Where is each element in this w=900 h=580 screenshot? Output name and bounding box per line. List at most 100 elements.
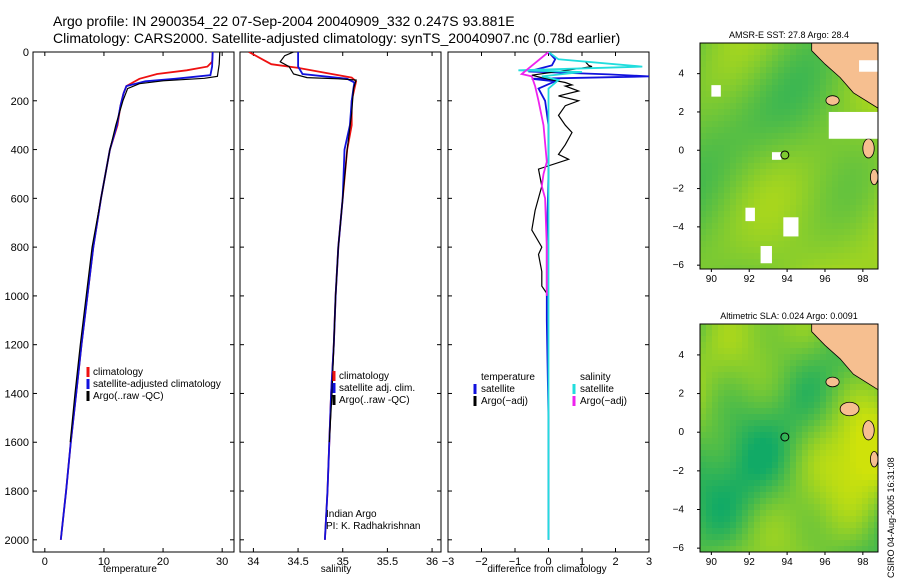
map-cell: [790, 109, 797, 116]
island: [862, 420, 875, 441]
map-cell: [820, 205, 827, 212]
map-cell: [832, 390, 839, 397]
map-cell: [730, 468, 737, 475]
map-cell: [700, 498, 707, 505]
map-cell: [706, 115, 713, 122]
map-cell: [796, 462, 803, 469]
map-cell: [748, 175, 755, 182]
map-cell: [790, 211, 797, 218]
map-cell: [790, 468, 797, 475]
map-cell: [712, 79, 719, 86]
map-cell: [832, 498, 839, 505]
map-cell: [706, 67, 713, 74]
map-cell: [796, 199, 803, 206]
map-cell: [754, 342, 761, 349]
map-cell: [712, 199, 719, 206]
map-cell: [790, 139, 797, 146]
map-cell: [826, 426, 833, 433]
map-cell: [862, 390, 869, 397]
map-cell: [814, 372, 821, 379]
map-cell: [820, 223, 827, 230]
map-cell: [748, 199, 755, 206]
map-cell: [772, 235, 779, 242]
series-line-argo-raw-qc-: [69, 52, 221, 443]
map-cell: [790, 342, 797, 349]
map-cell: [748, 133, 755, 140]
depth-tick-label: 1200: [5, 340, 29, 352]
map-cell: [796, 528, 803, 535]
map-cell: [814, 384, 821, 391]
map-cell: [784, 378, 791, 385]
map-cell: [748, 420, 755, 427]
map-cell: [862, 468, 869, 475]
map-cell: [736, 522, 743, 529]
map-cell: [766, 372, 773, 379]
map-y-tick-label: 0: [678, 145, 684, 156]
map-cell: [838, 169, 845, 176]
map-cell: [838, 145, 845, 152]
map-cell: [784, 127, 791, 134]
map-cell: [808, 510, 815, 517]
map-cell: [802, 456, 809, 463]
map-cell: [838, 420, 845, 427]
map-cell: [820, 79, 827, 86]
map-cell: [706, 85, 713, 92]
map-cell: [868, 181, 875, 188]
x-tick-label: 10: [98, 556, 110, 568]
map-cell: [790, 169, 797, 176]
map-cell: [700, 193, 707, 200]
x-tick-label: 3: [646, 556, 652, 568]
map-cell: [718, 67, 725, 74]
map-cell: [772, 348, 779, 355]
difference-panel: −3 −2 −1 0 1 2 3 difference from climatology t…: [442, 51, 652, 575]
map-cell: [820, 342, 827, 349]
map-cell: [760, 360, 767, 367]
map-cell: [700, 205, 707, 212]
map-cell: [736, 151, 743, 158]
map-cell: [754, 91, 761, 98]
map-cell: [754, 133, 761, 140]
map-cell: [700, 241, 707, 248]
map-cell: [796, 121, 803, 128]
map-cell: [832, 426, 839, 433]
map-cell: [736, 127, 743, 134]
map-cell: [712, 444, 719, 451]
map-cell: [736, 211, 743, 218]
map-cell: [850, 175, 857, 182]
map-cell: [826, 480, 833, 487]
map-cell: [826, 450, 833, 457]
map-cell: [730, 157, 737, 164]
map-cell: [796, 402, 803, 409]
map-cell: [760, 456, 767, 463]
map-cell: [796, 432, 803, 439]
map-cell: [826, 438, 833, 445]
map-cell: [790, 151, 797, 158]
map-cell: [718, 330, 725, 337]
map-cell: [706, 420, 713, 427]
map-cell: [700, 378, 707, 385]
island: [839, 401, 860, 417]
map-cell: [718, 259, 725, 266]
map-cell: [856, 444, 863, 451]
x-tick-label: 35: [337, 556, 349, 568]
map-cell: [760, 546, 767, 552]
map-cell: [790, 432, 797, 439]
map-cell: [754, 498, 761, 505]
map-cell: [730, 336, 737, 343]
map-cell: [808, 223, 815, 230]
map-cell: [730, 241, 737, 248]
map-cell: [790, 241, 797, 248]
map-cell: [814, 67, 821, 74]
map-cell: [856, 498, 863, 505]
map-cell: [790, 426, 797, 433]
map-cell: [748, 61, 755, 68]
map-cell: [748, 348, 755, 355]
map-cell: [844, 235, 851, 242]
map-cell: [790, 510, 797, 517]
depth-tick-label: 2000: [5, 535, 29, 547]
map-cell: [778, 336, 785, 343]
map-cell: [718, 79, 725, 86]
map-cell: [802, 235, 809, 242]
map-cell: [706, 324, 713, 331]
map-cell: [772, 109, 779, 116]
